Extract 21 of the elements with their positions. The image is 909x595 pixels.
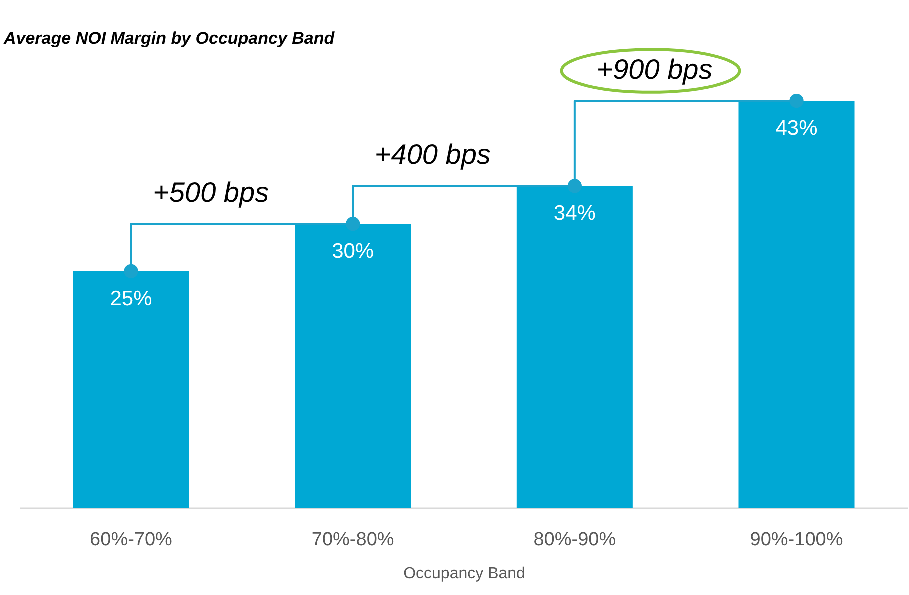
annotation: +500 bps <box>153 177 270 208</box>
x-tick-label: 70%-80% <box>312 530 394 550</box>
data-label: 25% <box>110 287 152 310</box>
bar <box>73 271 190 508</box>
bar <box>738 101 855 508</box>
text: +900 bps <box>596 54 713 86</box>
point <box>124 264 138 278</box>
x-axis-title: Occupancy Band <box>404 566 526 582</box>
chart-title: Average NOI Margin by Occupancy Band <box>3 29 336 48</box>
point <box>568 179 582 194</box>
x-tick-label: 80%-90% <box>534 530 616 550</box>
x-tick-label: 60%-70% <box>90 530 173 550</box>
bar <box>516 186 633 508</box>
data-label: 43% <box>776 117 818 140</box>
data-label: 30% <box>332 240 374 264</box>
point <box>346 217 360 232</box>
x-tick-label: 90%-100% <box>750 530 844 550</box>
annotation: +400 bps <box>374 139 491 170</box>
bar <box>295 224 412 508</box>
point <box>790 94 804 108</box>
data-label: 34% <box>554 202 596 226</box>
